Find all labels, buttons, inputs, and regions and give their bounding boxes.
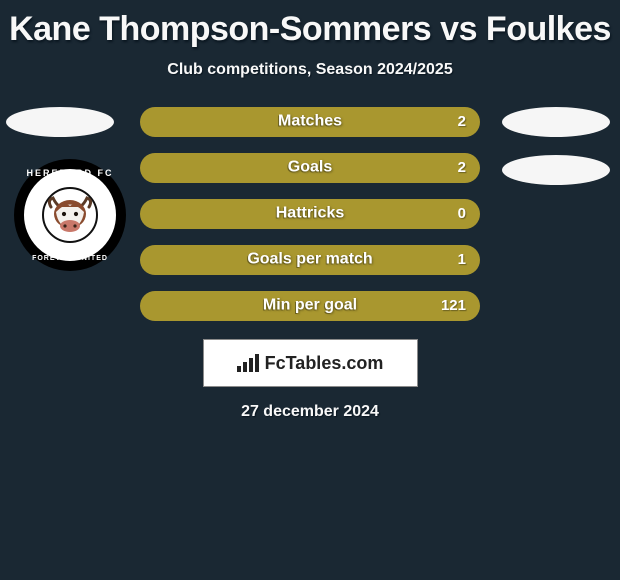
stat-row: Matches 2 [140,107,480,137]
stat-rows: Matches 2 Goals 2 Hattricks 0 Goals per … [140,107,480,321]
attribution-badge: FcTables.com [203,339,418,387]
stat-value: 1 [458,251,466,268]
subtitle: Club competitions, Season 2024/2025 [0,61,620,79]
stat-value: 2 [458,113,466,130]
stat-label: Goals per match [140,251,480,269]
left-player-photo-placeholder [6,107,114,137]
stat-value: 0 [458,205,466,222]
crest-top-text: HEREFORD FC [14,168,126,178]
stat-label: Matches [140,113,480,131]
stat-label: Min per goal [140,297,480,315]
stat-value: 2 [458,159,466,176]
stat-row: Goals 2 [140,153,480,183]
page-title: Kane Thompson-Sommers vs Foulkes [0,0,620,49]
stat-row: Min per goal 121 [140,291,480,321]
bar-chart-icon [237,354,259,372]
attribution-brand: FcTables.com [265,353,384,374]
right-player-photo-placeholder-2 [502,155,610,185]
comparison-content: HEREFORD FC FOREVER UNITED Matches 2 Goa… [0,107,620,421]
stat-label: Goals [140,159,480,177]
crest-bottom-text: FOREVER UNITED [14,255,126,262]
stat-label: Hattricks [140,205,480,223]
stat-row: Goals per match 1 [140,245,480,275]
generation-date: 27 december 2024 [0,403,620,421]
club-crest-hereford: HEREFORD FC FOREVER UNITED [14,159,126,271]
stat-value: 121 [441,297,466,314]
right-player-photo-placeholder [502,107,610,137]
bull-icon [47,192,93,238]
stat-row: Hattricks 0 [140,199,480,229]
